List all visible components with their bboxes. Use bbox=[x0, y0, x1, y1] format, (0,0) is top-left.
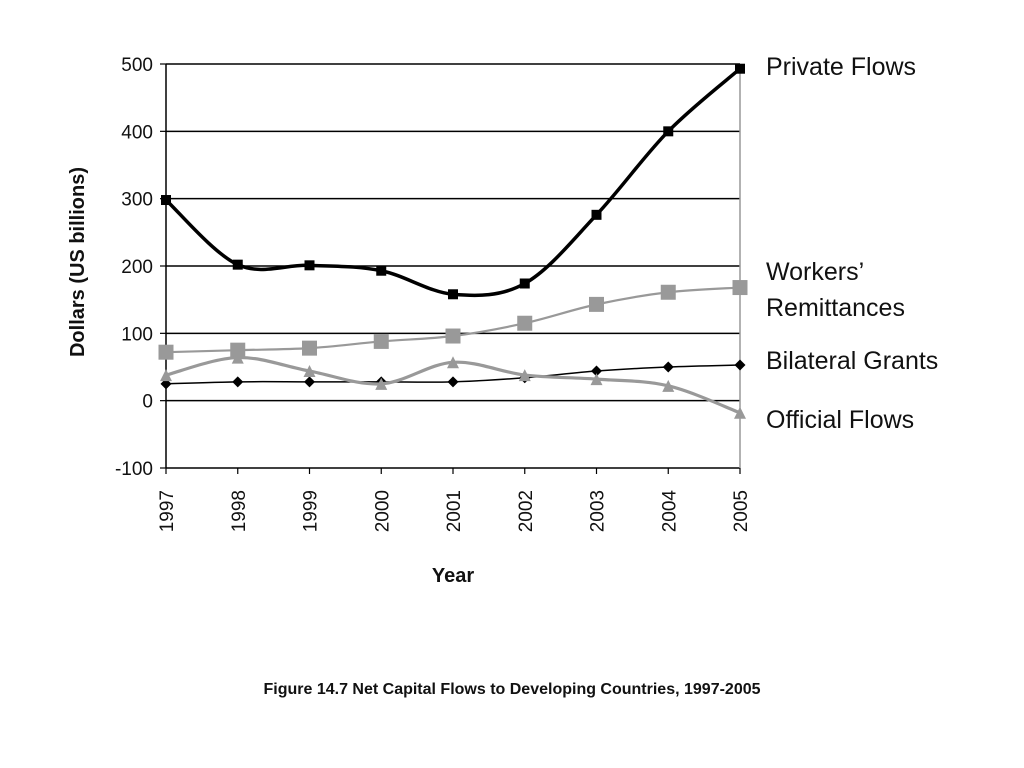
series-label: Private Flows bbox=[766, 53, 916, 81]
series-label: Workers’ bbox=[766, 258, 864, 286]
data-point bbox=[518, 369, 531, 382]
series-line bbox=[164, 67, 742, 298]
y-tick-label: 300 bbox=[121, 190, 153, 211]
series-label: Official Flows bbox=[766, 406, 914, 434]
data-point bbox=[662, 379, 675, 392]
data-point bbox=[732, 280, 748, 296]
data-point bbox=[158, 344, 174, 360]
y-tick-label: -100 bbox=[115, 459, 153, 480]
x-tick-label: 2004 bbox=[659, 490, 680, 533]
series-labels: Private Flows Workers’ Remittances Bilatera… bbox=[766, 53, 938, 434]
data-point bbox=[517, 315, 533, 331]
y-tick-label: 400 bbox=[121, 122, 153, 143]
data-point bbox=[160, 369, 172, 382]
x-tick-label: 1997 bbox=[157, 490, 178, 532]
x-tick-label: 1998 bbox=[229, 490, 250, 532]
data-point bbox=[303, 365, 316, 378]
data-point bbox=[445, 328, 461, 344]
series-workers-remittances bbox=[158, 280, 748, 360]
y-tick-label: 0 bbox=[142, 392, 153, 413]
series-label: Remittances bbox=[766, 294, 905, 322]
data-point bbox=[591, 209, 602, 220]
y-tick-label: 200 bbox=[121, 257, 153, 278]
y-tick-label: 500 bbox=[121, 55, 153, 76]
data-point bbox=[519, 278, 530, 289]
series-official-flows bbox=[160, 351, 746, 419]
data-point bbox=[734, 359, 746, 371]
y-axis-title: Dollars (US billions) bbox=[67, 167, 89, 357]
x-tick-label: 2003 bbox=[588, 490, 609, 532]
x-axis-title: Year bbox=[432, 565, 474, 587]
data-point bbox=[590, 373, 603, 386]
x-tick-label: 2002 bbox=[516, 490, 537, 532]
data-point bbox=[304, 376, 315, 388]
data-point bbox=[232, 376, 244, 388]
series-private-flows bbox=[161, 63, 745, 300]
gridlines bbox=[166, 63, 740, 469]
series-layer bbox=[158, 63, 748, 419]
data-point bbox=[662, 361, 674, 373]
data-point bbox=[375, 377, 388, 390]
data-point bbox=[663, 126, 674, 137]
axes bbox=[160, 63, 741, 474]
x-tick-label: 2005 bbox=[731, 490, 752, 532]
data-point bbox=[373, 333, 389, 349]
data-point bbox=[230, 342, 246, 358]
figure-caption: Figure 14.7 Net Capital Flows to Develop… bbox=[263, 681, 761, 698]
data-point bbox=[589, 296, 604, 312]
data-point bbox=[735, 63, 745, 74]
data-point bbox=[376, 265, 387, 276]
data-point bbox=[660, 284, 676, 300]
series-label: Bilateral Grants bbox=[766, 347, 938, 375]
data-point bbox=[160, 378, 172, 390]
data-point bbox=[231, 351, 244, 364]
data-point bbox=[734, 406, 746, 419]
x-tick-label: 1999 bbox=[301, 490, 322, 532]
x-tick-label: 2000 bbox=[372, 490, 393, 532]
data-point bbox=[447, 356, 459, 369]
data-point bbox=[591, 365, 602, 377]
y-tick-label: 100 bbox=[121, 324, 153, 345]
data-point bbox=[232, 259, 243, 270]
x-tick-label: 2001 bbox=[444, 490, 465, 532]
data-point bbox=[448, 289, 458, 300]
data-point bbox=[302, 340, 317, 356]
data-point bbox=[304, 260, 315, 271]
data-point bbox=[447, 376, 459, 388]
data-point bbox=[161, 195, 171, 206]
